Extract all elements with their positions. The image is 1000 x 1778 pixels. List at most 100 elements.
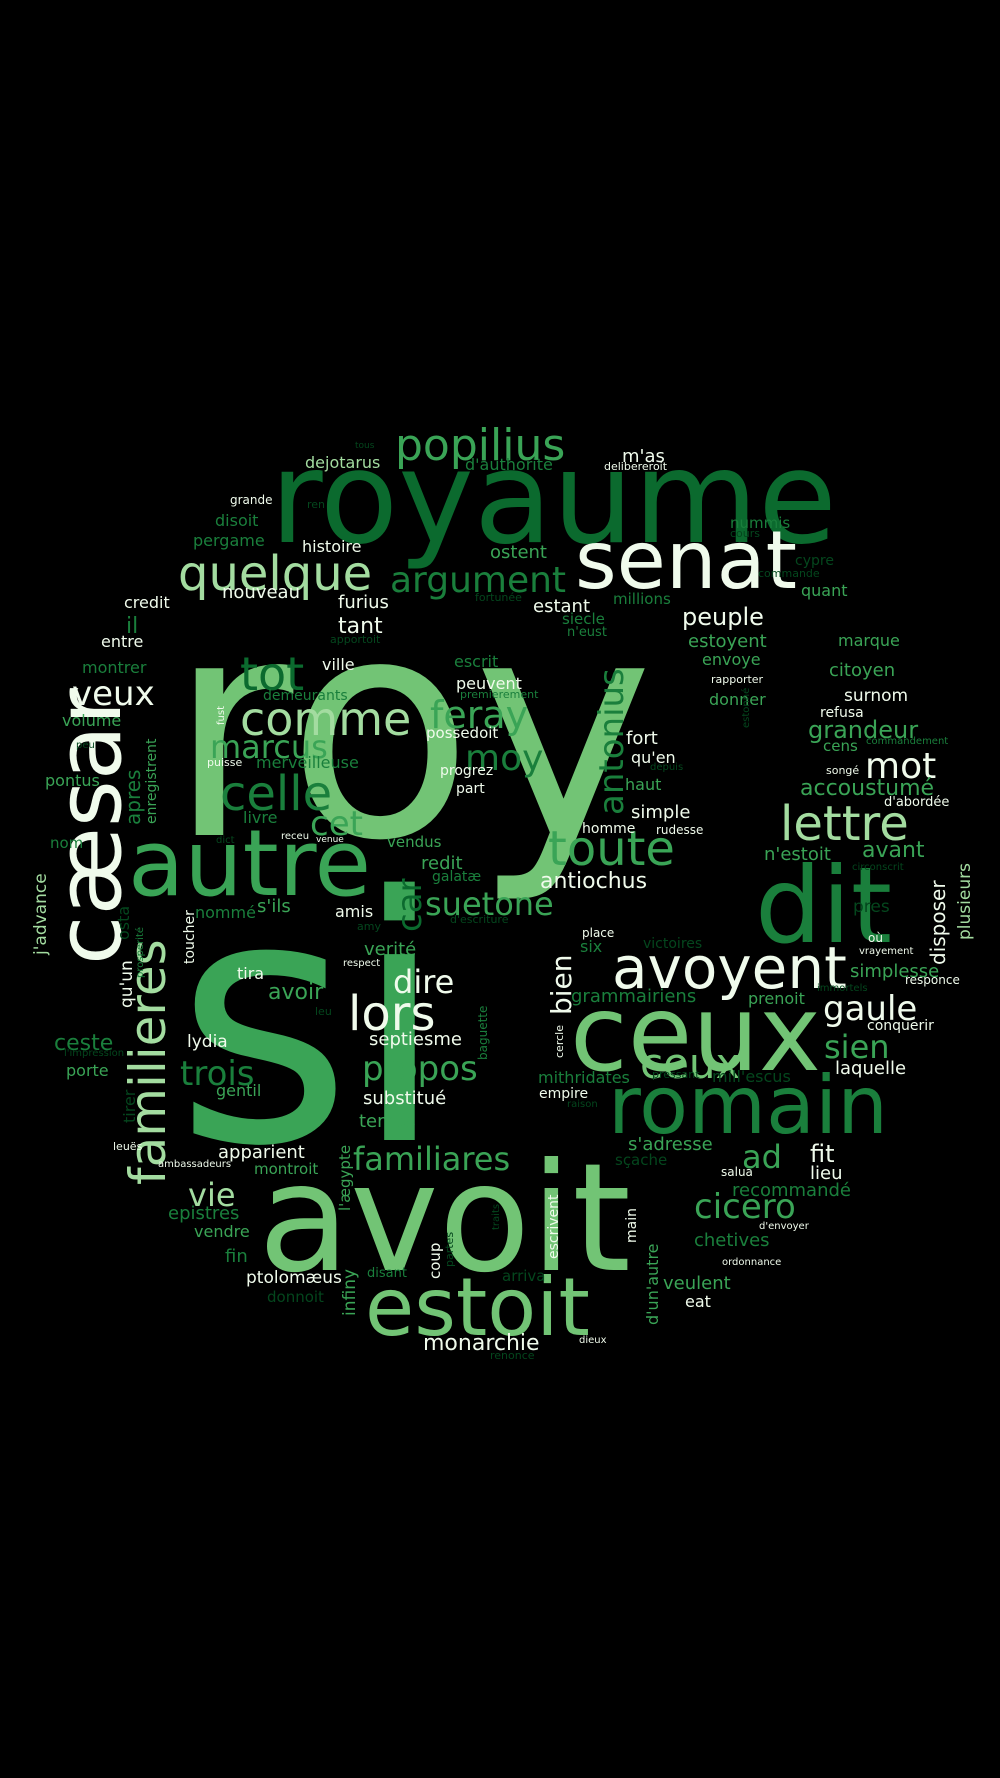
- word-furius: furius: [338, 592, 389, 613]
- word-suetone: suetone: [425, 885, 554, 923]
- word-propos: propos: [362, 1049, 478, 1089]
- word-prenoit: prenoit: [748, 989, 805, 1008]
- word-amy: amy: [357, 920, 381, 933]
- word-place: place: [582, 926, 614, 940]
- word-galatæ: galatæ: [432, 869, 481, 885]
- word-leuës: leuës: [113, 1140, 143, 1153]
- word-delibereroit: delibereroit: [604, 460, 668, 473]
- word-avoyent: avoyent: [612, 934, 847, 1002]
- word-ostent: ostent: [490, 542, 547, 563]
- word-enregistrent: enregistrent: [144, 738, 160, 824]
- word-monarchie: monarchie: [423, 1331, 540, 1356]
- word-mill-escus: mill'escus: [712, 1067, 791, 1086]
- word-d-envoyer: d'envoyer: [759, 1221, 810, 1232]
- word-montrer: montrer: [82, 658, 147, 677]
- word-ceste: ceste: [54, 1031, 113, 1056]
- word-pressant: pressant: [652, 1068, 700, 1081]
- word-demeurants: demeurants: [263, 688, 348, 704]
- word-recommandé: recommandé: [732, 1180, 851, 1201]
- word-volume: volume: [62, 711, 121, 730]
- word-popilius: popilius: [395, 420, 565, 471]
- word-cæsar: cæsar: [37, 688, 142, 965]
- word-bien: bien: [545, 954, 578, 1015]
- word-autre: autre: [128, 810, 371, 917]
- word-d-abordée: d'abordée: [884, 795, 949, 810]
- word-simple: simple: [631, 802, 690, 823]
- word-familiares: familiares: [353, 1140, 510, 1178]
- word-apportoit: apportoit: [330, 633, 381, 646]
- word-lettre: lettre: [780, 796, 909, 852]
- word-entre: entre: [101, 632, 143, 651]
- word-ordonnance: ordonnance: [722, 1257, 781, 1268]
- word-tant: tant: [338, 614, 383, 639]
- word-dit: dit: [755, 845, 892, 967]
- word-sçache: sçache: [615, 1151, 667, 1169]
- word-commandement: commandement: [866, 736, 948, 747]
- word-osta: osta: [114, 906, 133, 940]
- word-siecle: siecle: [562, 610, 605, 628]
- word-redit: redit: [421, 853, 463, 874]
- word-salua: salua: [721, 1165, 753, 1179]
- word-argument: argument: [390, 560, 566, 601]
- word-songé: songé: [826, 764, 859, 777]
- word-n-estoit: n'estoit: [764, 844, 831, 865]
- word-peu: peu: [76, 740, 95, 751]
- word-pontus: pontus: [45, 771, 100, 790]
- word-substitué: substitué: [363, 1088, 446, 1109]
- word-plusieurs: plusieurs: [955, 863, 975, 940]
- word-cercle: cercle: [553, 1025, 566, 1058]
- word-dict: dict: [216, 835, 235, 846]
- word-cicero: cicero: [694, 1187, 796, 1227]
- word-surnom: surnom: [844, 686, 908, 706]
- word-part: part: [456, 781, 485, 797]
- word-où: où: [868, 931, 883, 945]
- word-fortunée: fortunée: [475, 591, 522, 604]
- word-estant: estant: [533, 596, 590, 617]
- word-lors: lors: [348, 986, 435, 1042]
- word-fust: fust: [216, 706, 227, 725]
- word-respect: respect: [343, 958, 380, 969]
- word-antonius: antonius: [592, 668, 632, 815]
- word-veulent: veulent: [663, 1273, 731, 1294]
- word-m-as: m'as: [622, 446, 665, 467]
- word-toute: toute: [548, 821, 675, 877]
- word-conquerir: conquerir: [867, 1018, 934, 1034]
- word-infiny: infiny: [340, 1269, 360, 1316]
- word-temps: temps: [359, 1111, 415, 1132]
- word-estoyent: estoyent: [688, 631, 767, 652]
- word-roy: roy: [168, 552, 654, 907]
- word-disposer: disposer: [926, 880, 950, 965]
- word-disoit: disoit: [215, 511, 258, 530]
- word-familieres: familieres: [119, 939, 177, 1185]
- word-antiochus: antiochus: [540, 869, 647, 894]
- word-celle: celle: [220, 766, 332, 822]
- word-romain: romain: [608, 1059, 888, 1152]
- word-pres: pres: [853, 897, 890, 917]
- word-j-advance: j'advance: [31, 873, 51, 956]
- word-tirer: tirer: [120, 1089, 139, 1123]
- word-partes: partes: [443, 1232, 456, 1267]
- word-moy: moy: [465, 738, 543, 779]
- word-merveilleuse: merveilleuse: [256, 753, 359, 772]
- word-vendus: vendus: [387, 833, 442, 851]
- word-homme: homme: [582, 821, 635, 837]
- word-ren: ren: [307, 498, 325, 511]
- word-avoir: avoir: [268, 980, 324, 1005]
- word-d-authorite: d'authorite: [465, 455, 553, 474]
- word-avoit: avoit: [258, 1132, 631, 1306]
- word-vie: vie: [188, 1176, 236, 1214]
- word-vendre: vendre: [194, 1222, 250, 1241]
- word-apparient: apparient: [218, 1142, 305, 1163]
- word-gentil: gentil: [216, 1081, 261, 1100]
- word-tous: tous: [355, 441, 375, 451]
- word-royaume: royaume: [270, 424, 837, 573]
- word-pergame: pergame: [193, 531, 265, 550]
- word-tira: tira: [237, 964, 264, 983]
- word-ad: ad: [742, 1138, 782, 1176]
- word-laquelle: laquelle: [835, 1058, 906, 1079]
- word-traits: traits: [491, 1204, 502, 1230]
- word-chetives: chetives: [694, 1230, 770, 1251]
- word-toucher: toucher: [182, 910, 198, 964]
